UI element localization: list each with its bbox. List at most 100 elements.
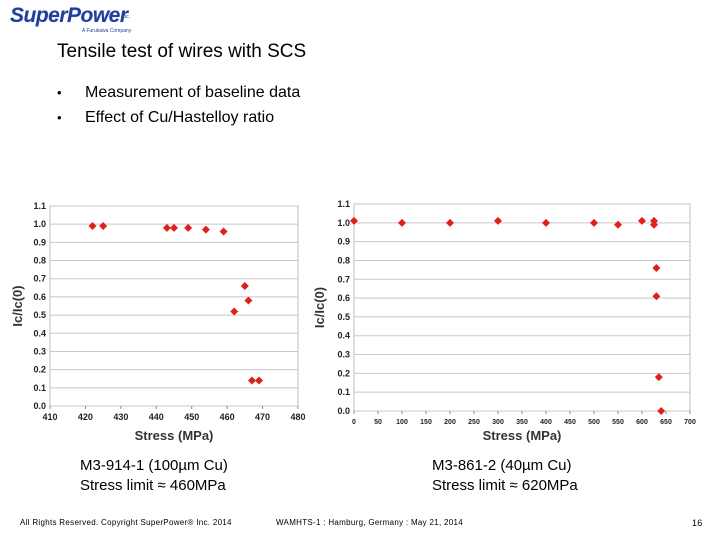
- y-tick-label: 0.0: [33, 401, 46, 411]
- logo-wordmark: SuperPower: [10, 4, 128, 27]
- data-point: [201, 225, 210, 234]
- x-tick-label: 430: [113, 412, 128, 422]
- data-point: [614, 220, 622, 229]
- x-tick-label: 450: [184, 412, 199, 422]
- x-tick-label: 480: [290, 412, 305, 422]
- y-tick-label: 0.9: [33, 237, 46, 247]
- bullet-text: Measurement of baseline data: [85, 84, 301, 101]
- data-point: [219, 227, 228, 236]
- data-point: [657, 407, 666, 415]
- y-tick-label: 0.2: [337, 368, 350, 378]
- plot-area: [353, 203, 691, 412]
- data-point: [99, 222, 108, 230]
- data-point: [542, 218, 550, 227]
- x-axis-label: Stress (MPa): [483, 428, 562, 443]
- y-tick-label: 0.6: [337, 293, 350, 303]
- x-tick-label: 350: [516, 419, 528, 426]
- data-point: [494, 216, 502, 225]
- y-tick-label: 0.7: [33, 274, 46, 284]
- x-tick-label: 650: [660, 419, 672, 426]
- y-tick-label: 0.2: [33, 365, 46, 375]
- data-point: [650, 220, 658, 229]
- y-tick-label: 0.5: [337, 312, 350, 322]
- x-tick-label: 460: [220, 412, 235, 422]
- footer-page-number: 16: [692, 518, 703, 528]
- data-point: [590, 218, 598, 227]
- footer-event: WAMHTS-1 : Hamburg, Germany : May 21, 20…: [276, 518, 464, 527]
- x-tick-label: 700: [684, 419, 696, 426]
- x-tick-label: 0: [352, 419, 356, 426]
- data-point: [88, 222, 97, 230]
- x-tick-label: 300: [492, 419, 504, 426]
- x-tick-label: 450: [564, 419, 576, 426]
- y-tick-label: 0.6: [33, 292, 46, 302]
- plot-area: [49, 205, 299, 407]
- data-point: [255, 376, 264, 385]
- logo-tagline: A Furukawa Company: [82, 28, 132, 34]
- x-tick-label: 500: [588, 419, 600, 426]
- y-tick-label: 0.3: [33, 346, 46, 356]
- bullet-item: • Effect of Cu/Hastelloy ratio: [57, 108, 300, 133]
- caption-right-line2: Stress limit ≈ 620MPa: [432, 477, 578, 494]
- data-point: [652, 292, 661, 301]
- y-tick-label: 0.8: [33, 256, 46, 266]
- data-point: [230, 307, 239, 316]
- x-tick-label: 410: [42, 412, 57, 422]
- x-tick-label: 550: [612, 419, 624, 426]
- x-tick-label: 400: [540, 419, 552, 426]
- data-point: [240, 282, 249, 290]
- x-axis-label: Stress (MPa): [135, 428, 214, 443]
- x-tick-label: 200: [444, 419, 456, 426]
- logo-inc: Inc.: [122, 14, 131, 20]
- y-tick-label: 0.1: [337, 387, 350, 397]
- y-tick-label: 1.0: [33, 219, 46, 229]
- data-point: [638, 216, 646, 225]
- x-tick-label: 250: [468, 419, 480, 426]
- data-point: [652, 263, 661, 272]
- y-tick-label: 0.9: [337, 237, 350, 247]
- caption-left: M3-914-1 (100µm Cu) Stress limit ≈ 460MP…: [80, 456, 228, 496]
- x-tick-label: 150: [420, 419, 432, 426]
- x-tick-label: 470: [255, 412, 270, 422]
- caption-right-line1: M3-861-2 (40µm Cu): [432, 457, 572, 474]
- data-point: [247, 376, 256, 385]
- y-axis-label: Ic/Ic(0): [10, 285, 25, 326]
- footer-copyright: All Rights Reserved. Copyright SuperPowe…: [20, 518, 232, 527]
- x-tick-label: 600: [636, 419, 648, 426]
- x-tick-label: 420: [78, 412, 93, 422]
- caption-left-line1: M3-914-1 (100µm Cu): [80, 457, 228, 474]
- y-tick-label: 0.7: [337, 274, 350, 284]
- bullet-list: • Measurement of baseline data • Effect of…: [57, 83, 300, 133]
- bullet-item: • Measurement of baseline data: [57, 83, 300, 108]
- y-tick-label: 1.0: [337, 218, 350, 228]
- x-tick-label: 440: [149, 412, 164, 422]
- data-point: [244, 296, 253, 305]
- data-point: [350, 216, 358, 225]
- y-tick-label: 1.1: [337, 199, 350, 209]
- slide-title: Tensile test of wires with SCS: [57, 41, 307, 62]
- superpower-logo: SuperPower Inc. A Furukawa Company: [10, 4, 135, 36]
- data-point: [654, 373, 663, 382]
- y-tick-label: 0.1: [33, 383, 46, 393]
- caption-left-line2: Stress limit ≈ 460MPa: [80, 477, 226, 494]
- bullet-text: Effect of Cu/Hastelloy ratio: [85, 109, 275, 126]
- x-tick-label: 100: [396, 419, 408, 426]
- data-point: [184, 223, 193, 232]
- y-tick-label: 0.4: [337, 331, 350, 341]
- data-point: [162, 223, 171, 232]
- caption-right: M3-861-2 (40µm Cu) Stress limit ≈ 620MPa: [432, 456, 578, 496]
- y-axis-label: Ic/Ic(0): [312, 287, 327, 328]
- y-tick-label: 0.4: [33, 328, 46, 338]
- y-tick-label: 1.1: [33, 201, 46, 211]
- data-point: [398, 218, 406, 227]
- y-tick-label: 0.3: [337, 350, 350, 360]
- y-tick-label: 0.8: [337, 255, 350, 265]
- bullet-icon: •: [57, 85, 62, 100]
- data-point: [446, 218, 454, 227]
- x-tick-label: 50: [374, 419, 382, 426]
- bullet-icon: •: [57, 110, 62, 125]
- data-point: [170, 223, 178, 232]
- y-tick-label: 0.0: [337, 406, 350, 416]
